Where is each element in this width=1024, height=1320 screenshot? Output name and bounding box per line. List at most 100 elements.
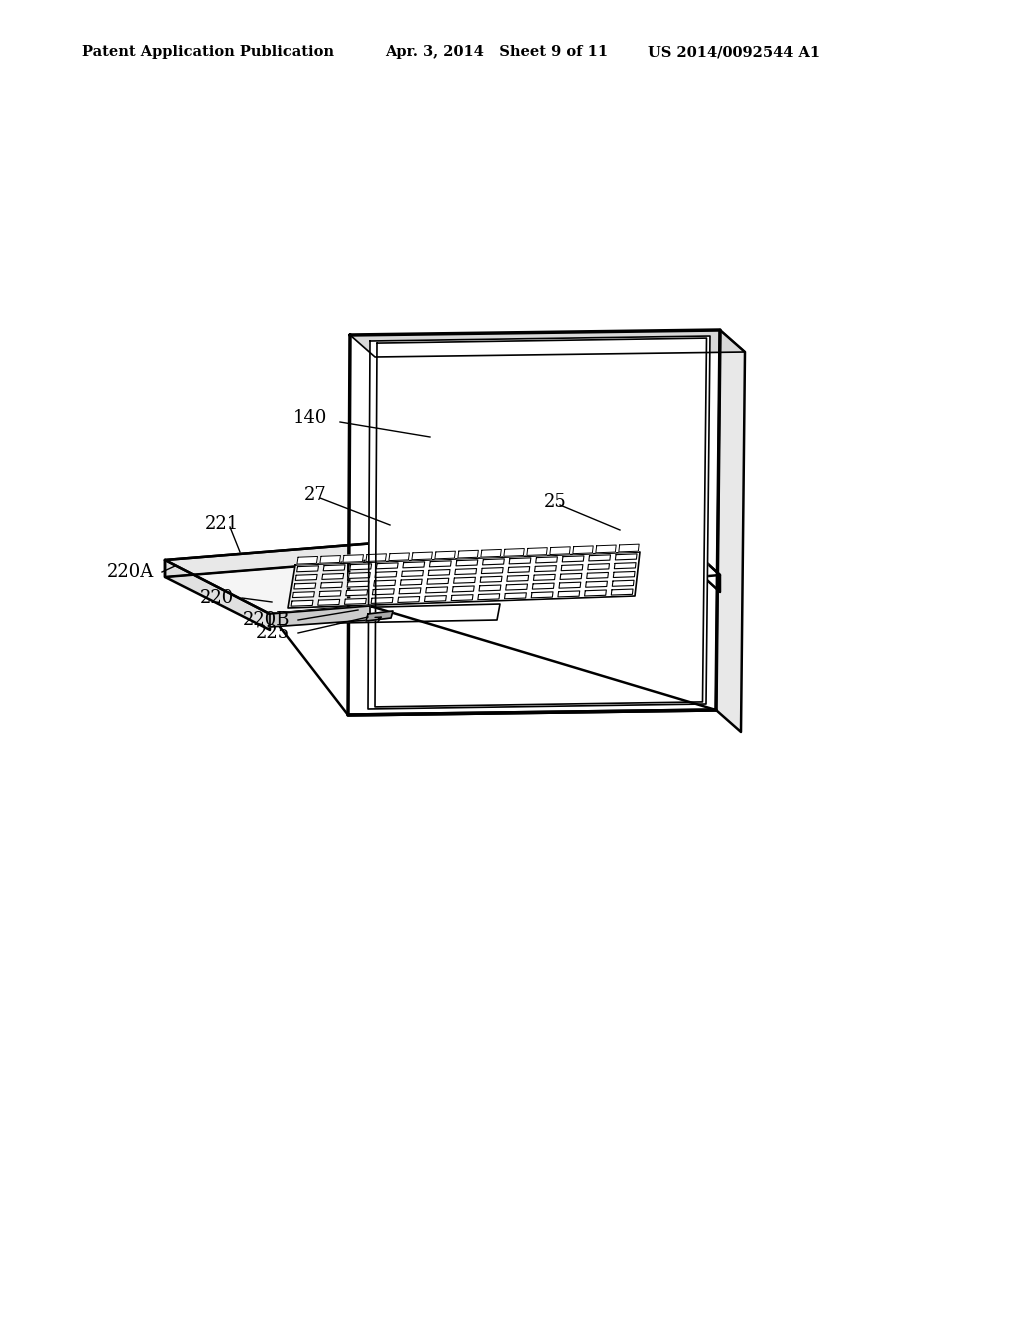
Polygon shape [596,545,616,553]
Polygon shape [534,574,555,581]
Polygon shape [587,573,608,578]
Polygon shape [366,611,393,620]
Polygon shape [321,582,342,587]
Polygon shape [401,570,424,577]
Polygon shape [526,548,547,556]
Polygon shape [453,586,474,591]
Polygon shape [373,589,394,595]
Polygon shape [399,587,421,594]
Polygon shape [550,546,570,554]
Polygon shape [428,569,450,576]
Polygon shape [165,560,270,630]
Polygon shape [427,578,449,585]
Polygon shape [504,549,524,556]
Polygon shape [458,550,478,558]
Polygon shape [297,557,317,564]
Polygon shape [585,590,606,597]
Polygon shape [412,552,432,560]
Polygon shape [561,565,583,570]
Text: FIG. 9: FIG. 9 [387,429,552,477]
Polygon shape [371,598,393,603]
Text: 221: 221 [205,515,240,533]
Polygon shape [532,583,554,589]
Polygon shape [614,562,636,569]
Polygon shape [375,338,707,708]
Polygon shape [588,564,609,570]
Text: 27: 27 [304,486,327,504]
Polygon shape [426,587,447,593]
Text: 220: 220 [200,589,234,607]
Polygon shape [165,520,720,614]
Polygon shape [322,573,344,579]
Polygon shape [456,560,478,566]
Polygon shape [350,330,745,356]
Polygon shape [425,595,446,602]
Polygon shape [452,595,473,601]
Polygon shape [337,605,500,623]
Polygon shape [612,581,634,586]
Polygon shape [589,554,610,561]
Polygon shape [297,566,318,572]
Polygon shape [288,552,640,609]
Polygon shape [506,583,527,590]
Polygon shape [480,577,502,582]
Polygon shape [324,565,345,570]
Text: 225: 225 [256,624,290,642]
Polygon shape [454,577,475,583]
Text: 140: 140 [293,409,327,426]
Polygon shape [482,558,504,565]
Polygon shape [344,598,367,605]
Polygon shape [509,558,530,564]
Polygon shape [559,582,581,589]
Polygon shape [347,581,369,587]
Polygon shape [613,572,635,577]
Text: US 2014/0092544 A1: US 2014/0092544 A1 [648,45,820,59]
Polygon shape [716,330,745,733]
Polygon shape [572,546,593,553]
Polygon shape [560,573,582,579]
Polygon shape [397,597,420,602]
Polygon shape [377,562,398,569]
Polygon shape [478,594,500,599]
Text: 220B: 220B [243,611,290,630]
Polygon shape [270,606,370,627]
Polygon shape [368,337,710,709]
Polygon shape [400,579,422,585]
Polygon shape [660,520,720,591]
Polygon shape [343,554,364,562]
Polygon shape [558,591,580,597]
Polygon shape [481,549,502,557]
Polygon shape [435,552,456,558]
Text: 25: 25 [544,492,566,511]
Polygon shape [536,557,557,562]
Polygon shape [586,581,607,587]
Polygon shape [291,601,313,606]
Polygon shape [402,562,425,568]
Polygon shape [350,564,372,570]
Text: 220A: 220A [106,564,154,581]
Polygon shape [366,554,386,561]
Polygon shape [481,568,503,574]
Polygon shape [611,589,633,595]
Text: Apr. 3, 2014   Sheet 9 of 11: Apr. 3, 2014 Sheet 9 of 11 [385,45,608,59]
Polygon shape [479,585,501,591]
Polygon shape [317,599,340,606]
Polygon shape [508,566,529,573]
Polygon shape [429,561,452,566]
Polygon shape [455,569,476,574]
Polygon shape [319,591,341,597]
Text: Patent Application Publication: Patent Application Publication [82,45,334,59]
Polygon shape [346,590,368,595]
Polygon shape [507,576,528,581]
Polygon shape [389,553,410,561]
Polygon shape [293,591,314,598]
Polygon shape [348,330,720,715]
Polygon shape [319,556,341,564]
Polygon shape [562,556,584,562]
Polygon shape [505,593,526,599]
Polygon shape [374,581,395,586]
Polygon shape [618,544,639,552]
Polygon shape [375,572,397,577]
Polygon shape [531,591,553,598]
Polygon shape [295,574,317,581]
